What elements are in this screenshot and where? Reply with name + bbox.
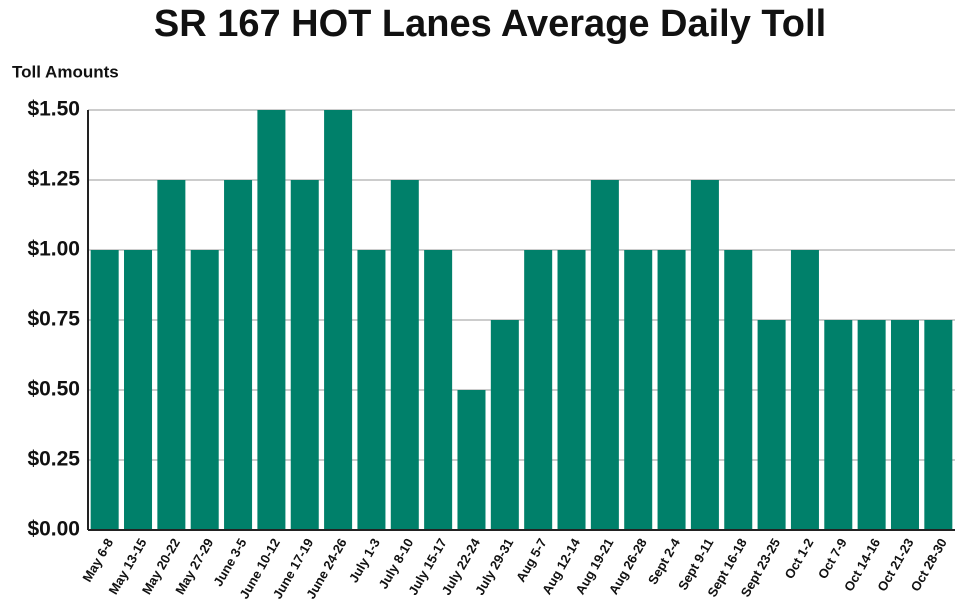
x-tick-label: Oct 7-9 [815, 536, 850, 582]
y-axis-label: Toll Amounts [12, 62, 119, 81]
x-tick-label: Oct 1-2 [781, 536, 816, 582]
x-tick-label: May 6-8 [79, 536, 116, 585]
bar [290, 180, 319, 530]
x-tick-label: Aug 5-7 [513, 536, 550, 585]
y-tick-label: $1.25 [27, 168, 80, 191]
bar [624, 250, 653, 530]
x-tick-label: July 1-3 [346, 536, 383, 585]
y-tick-label: $0.75 [27, 308, 80, 331]
bar [524, 250, 553, 530]
bar [90, 250, 119, 530]
bar [924, 320, 953, 530]
bar [257, 110, 286, 530]
bar [390, 180, 419, 530]
bar [690, 180, 719, 530]
bar [857, 320, 886, 530]
bar [790, 250, 819, 530]
y-tick-label: $1.00 [27, 238, 80, 261]
bar [590, 180, 619, 530]
bar [890, 320, 919, 530]
y-tick-label: $0.25 [27, 448, 80, 471]
chart-title: SR 167 HOT Lanes Average Daily Toll [154, 3, 826, 45]
bar [357, 250, 386, 530]
bar [657, 250, 686, 530]
bar [490, 320, 519, 530]
bar [190, 250, 219, 530]
bar [557, 250, 586, 530]
bar [324, 110, 353, 530]
bar [824, 320, 853, 530]
bar [157, 180, 186, 530]
y-tick-label: $0.50 [27, 378, 80, 401]
bar [457, 390, 486, 530]
y-tick-label: $1.50 [27, 98, 80, 121]
bar [757, 320, 786, 530]
bar [124, 250, 153, 530]
y-tick-label: $0.00 [27, 518, 80, 541]
bar [224, 180, 253, 530]
bar [724, 250, 753, 530]
bar [424, 250, 453, 530]
